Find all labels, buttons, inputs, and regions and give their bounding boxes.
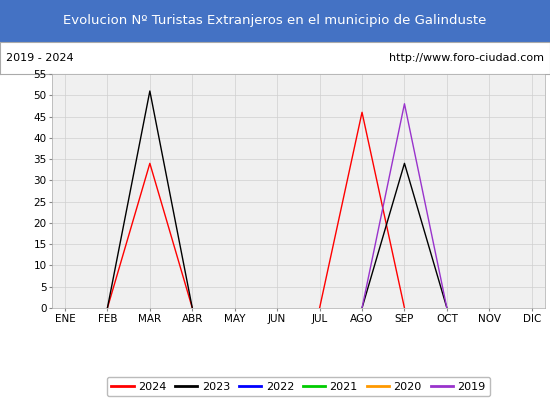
Legend: 2024, 2023, 2022, 2021, 2020, 2019: 2024, 2023, 2022, 2021, 2020, 2019 xyxy=(107,377,490,396)
Text: http://www.foro-ciudad.com: http://www.foro-ciudad.com xyxy=(389,53,544,63)
Text: 2019 - 2024: 2019 - 2024 xyxy=(6,53,73,63)
Text: Evolucion Nº Turistas Extranjeros en el municipio de Galinduste: Evolucion Nº Turistas Extranjeros en el … xyxy=(63,14,487,27)
